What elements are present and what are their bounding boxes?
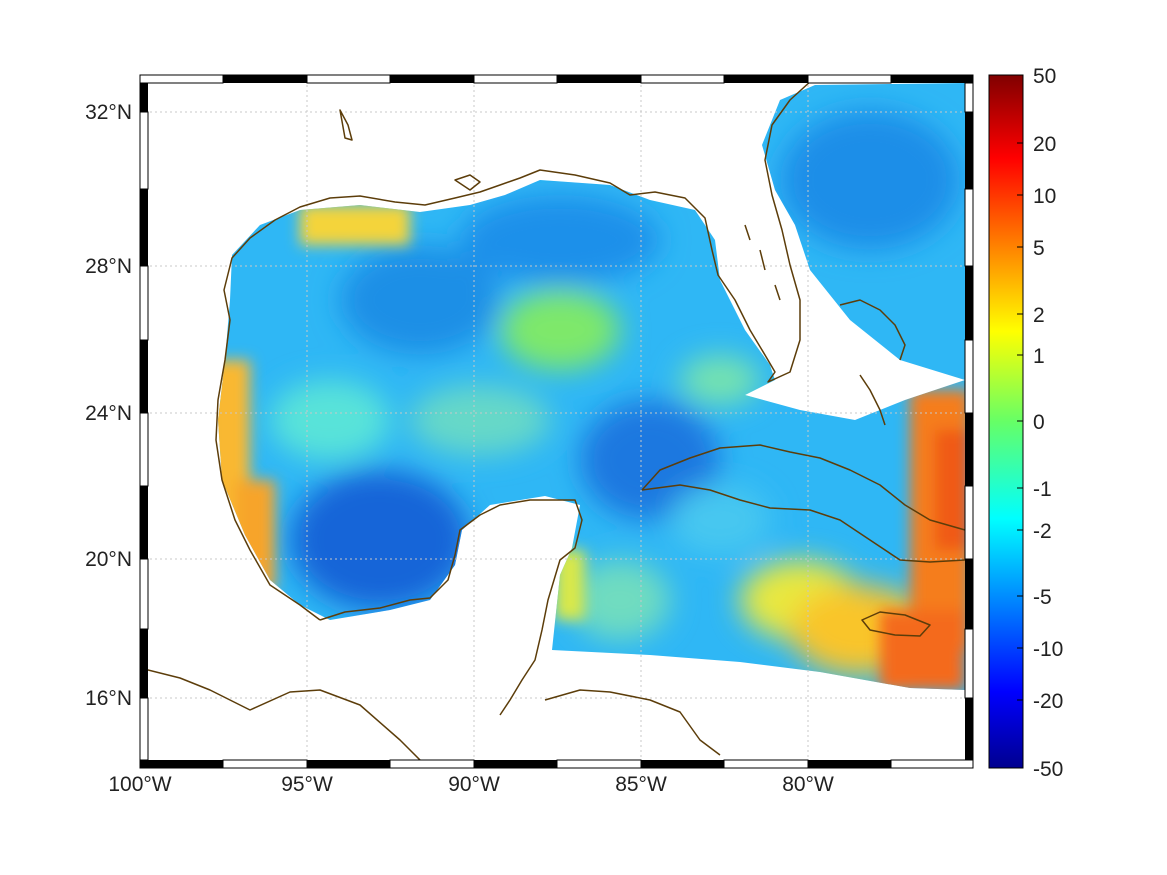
colorbar-tick-label: -2 — [1033, 520, 1052, 543]
lon-tick-labels: 100°W 95°W 90°W 85°W 80°W — [108, 773, 834, 796]
lat-tick-labels: 16°N 20°N 24°N 28°N 32°N — [85, 101, 132, 710]
lat-tick-label: 20°N — [85, 548, 132, 571]
colorbar-tick-label: 10 — [1033, 185, 1056, 208]
coastlines — [140, 79, 966, 766]
lat-tick-label: 28°N — [85, 255, 132, 278]
colorbar-tick-label: -10 — [1033, 638, 1063, 661]
colorbar-tick-label: 0 — [1033, 411, 1045, 434]
lon-tick-label: 80°W — [782, 773, 834, 796]
colorbar-tick-label: 20 — [1033, 133, 1056, 156]
colorbar-tick-label: -50 — [1033, 758, 1063, 781]
colorbar-tick-label: -20 — [1033, 690, 1063, 713]
colorbar-tick-label: -5 — [1033, 586, 1052, 609]
map-frame — [139, 74, 974, 769]
lon-tick-label: 90°W — [448, 773, 500, 796]
sea-surface-field — [218, 83, 965, 690]
lon-tick-label: 95°W — [281, 773, 333, 796]
grid-lines — [140, 75, 973, 768]
lon-tick-label: 85°W — [615, 773, 667, 796]
colorbar-tick-label: -1 — [1033, 478, 1052, 501]
colorbar-tick-label: 50 — [1033, 65, 1056, 88]
colorbar-tick-label: 1 — [1033, 345, 1045, 368]
lat-tick-label: 16°N — [85, 687, 132, 710]
lon-tick-label: 100°W — [108, 773, 171, 796]
colorbar: 50 20 10 5 2 1 0 -1 -2 -5 -10 -20 -50 — [988, 65, 1063, 781]
lat-tick-label: 32°N — [85, 101, 132, 124]
colorbar-tick-label: 2 — [1033, 304, 1045, 327]
lat-tick-label: 24°N — [85, 402, 132, 425]
colorbar-ticks — [1017, 74, 1023, 701]
colorbar-tick-label: 5 — [1033, 237, 1045, 260]
